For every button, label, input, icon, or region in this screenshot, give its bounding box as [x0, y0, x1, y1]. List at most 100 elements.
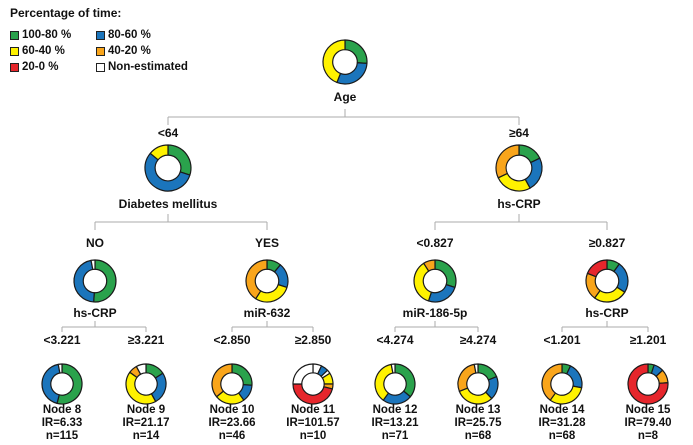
- legend-swatch-white-icon: [96, 62, 105, 72]
- donut-segment-red: [627, 363, 669, 405]
- donut-segment-green: [56, 363, 83, 405]
- tree-connector: [434, 214, 608, 230]
- legend-label: 40-20 %: [108, 45, 151, 57]
- donut-segment-orange: [495, 144, 520, 179]
- donut-node-14: [541, 363, 583, 405]
- legend-label: 60-40 %: [22, 45, 65, 57]
- donut-segment-orange: [211, 363, 233, 398]
- donut-node-8: [41, 363, 83, 405]
- donut-segment-blue: [73, 259, 95, 303]
- donut-segment-orange: [423, 259, 436, 272]
- donut-segment-green: [93, 259, 117, 303]
- node-variable-label: hs-CRP: [585, 306, 629, 320]
- split-threshold-label: NO: [86, 236, 104, 250]
- node-stat-label: Node 10: [209, 404, 255, 416]
- node-stat-label: IR=21.17: [122, 417, 170, 429]
- split-threshold-label: <3.221: [43, 333, 81, 347]
- legend-label: 80-60 %: [108, 29, 151, 41]
- donut-segment-green: [434, 259, 457, 289]
- legend-title: Percentage of time:: [10, 6, 122, 20]
- node-variable-label: hs-CRP: [497, 197, 541, 211]
- node-stat-label: IR=101.57: [286, 417, 340, 429]
- legend-swatch-red-icon: [10, 62, 19, 72]
- donut-hscrp-lt0827: [413, 259, 457, 303]
- node-stat-label: Node 12: [372, 404, 418, 416]
- legend-item-80-60: 80-60 %: [96, 29, 188, 41]
- legend-grid: 100-80 % 80-60 % 60-40 % 40-20 % 20-0 % …: [10, 29, 188, 73]
- donut-segment-blue: [41, 363, 61, 404]
- donut-segment-yellow: [549, 385, 583, 405]
- split-threshold-label: <0.827: [416, 236, 454, 250]
- donut-segment-orange: [585, 272, 601, 299]
- node-variable-label: miR-186-5p: [402, 306, 468, 320]
- node-stat-label: IR=25.75: [454, 417, 502, 429]
- tree-connector: [61, 321, 147, 332]
- tree-connector: [394, 321, 479, 332]
- legend: Percentage of time: 100-80 % 80-60 % 60-…: [10, 6, 188, 73]
- node-stat-label: Node 14: [539, 404, 585, 416]
- donut-age-ge64: [495, 144, 543, 192]
- legend-swatch-yellow-icon: [10, 46, 19, 56]
- donut-age-lt64: [144, 144, 192, 192]
- tree-connector: [94, 214, 268, 230]
- donut-segment-green: [231, 363, 253, 386]
- donut-dm-no: [73, 259, 117, 303]
- donut-node-11: [292, 363, 334, 405]
- legend-item-20-0: 20-0 %: [10, 61, 96, 73]
- node-stat-label: n=14: [132, 430, 160, 442]
- legend-label: 100-80 %: [22, 29, 72, 41]
- donut-segment-white: [90, 259, 96, 271]
- split-threshold-label: ≥3.221: [127, 333, 165, 347]
- donut-segment-white: [292, 363, 314, 385]
- donut-segment-red: [292, 383, 333, 405]
- node-stat-label: n=68: [464, 430, 492, 442]
- node-stat-label: Node 9: [126, 404, 166, 416]
- node-stat-label: n=115: [45, 430, 79, 442]
- node-stat-label: n=68: [548, 430, 576, 442]
- split-threshold-label: ≥2.850: [294, 333, 332, 347]
- legend-swatch-orange-icon: [96, 46, 105, 56]
- node-stat-label: n=71: [381, 430, 409, 442]
- legend-item-non-estimated: Non-estimated: [96, 61, 188, 73]
- split-threshold-label: <64: [157, 126, 179, 140]
- tree-connector: [561, 321, 649, 332]
- node-stat-label: IR=6.33: [41, 417, 83, 429]
- donut-segment-yellow: [125, 371, 157, 405]
- donut-segment-orange: [541, 363, 563, 401]
- donut-segment-blue: [566, 365, 583, 389]
- donut-segment-yellow: [149, 144, 169, 161]
- node-stat-label: IR=31.28: [538, 417, 586, 429]
- node-stat-label: IR=23.66: [208, 417, 256, 429]
- donut-segment-blue: [427, 284, 456, 303]
- donut-node-15: [627, 363, 669, 405]
- donut-segment-white: [57, 363, 63, 374]
- node-variable-label: hs-CRP: [73, 306, 117, 320]
- donut-segment-blue: [336, 62, 368, 85]
- split-threshold-label: ≥4.274: [459, 333, 497, 347]
- tree-connector: [231, 321, 314, 332]
- donut-node-13: [457, 363, 499, 405]
- tree-connector: [167, 109, 520, 125]
- split-threshold-label: ≥1.201: [629, 333, 667, 347]
- node-stat-label: n=46: [218, 430, 246, 442]
- donut-segment-yellow: [255, 284, 288, 303]
- node-stat-label: Node 13: [455, 404, 501, 416]
- legend-label: Non-estimated: [108, 61, 188, 73]
- donut-node-12: [374, 363, 416, 405]
- donut-segment-orange: [245, 259, 268, 300]
- donut-segment-green: [167, 144, 192, 176]
- node-variable-label: Age: [333, 90, 357, 104]
- node-stat-label: IR=13.21: [371, 417, 419, 429]
- donut-segment-green: [344, 39, 368, 64]
- split-threshold-label: <4.274: [376, 333, 414, 347]
- legend-item-40-20: 40-20 %: [96, 45, 188, 57]
- split-threshold-label: YES: [254, 236, 280, 250]
- node-stat-label: n=10: [299, 430, 327, 442]
- node-stat-label: n=8: [637, 430, 659, 442]
- donut-segment-yellow: [322, 39, 346, 84]
- donut-segment-orange: [457, 363, 477, 392]
- split-threshold-label: ≥0.827: [588, 236, 626, 250]
- donut-hscrp-ge0827: [585, 259, 629, 303]
- legend-item-100-80: 100-80 %: [10, 29, 96, 41]
